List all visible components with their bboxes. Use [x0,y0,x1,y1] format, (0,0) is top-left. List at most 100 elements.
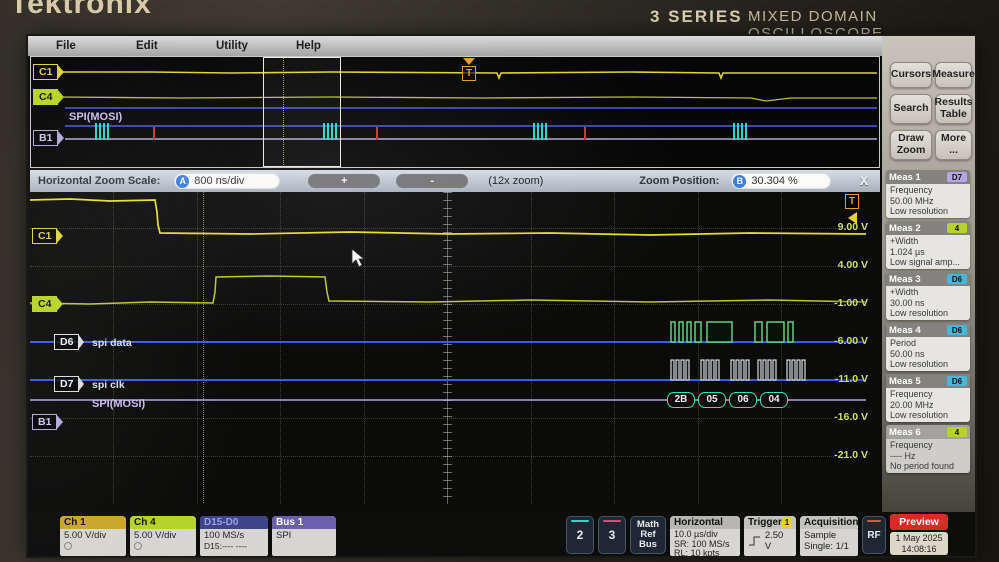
waveform-overview: C1 C4 SPI(MOSI) B1 T [30,56,880,168]
main-ch4-tag[interactable]: C4 [32,296,58,312]
meas-type: Frequency [890,440,933,450]
date-label: 1 May 2025 [895,533,943,543]
bus-decode-value: 06 [729,392,757,408]
trigger-source-chip: 1 [781,517,792,528]
meas-title: Meas 5 [889,375,921,387]
zoom-scale-label: Horizontal Zoom Scale: [38,175,161,187]
horizontal-badge[interactable]: Horizontal 10.0 µs/div SR: 100 MS/s RL: … [670,516,740,556]
overview-ch1-tag[interactable]: C1 [33,64,59,80]
meas-warning: Low resolution [890,308,949,318]
zoom-out-button[interactable]: - [396,174,469,188]
math-ref-bus-button[interactable]: Math Ref Bus [630,516,666,554]
meas-badge-1[interactable]: Meas 1 D7 Frequency 50.00 MHz Low resolu… [886,170,970,218]
menu-help[interactable]: Help [296,40,321,52]
voltage-label: -21.0 V [834,449,868,461]
digital-rate: 100 MS/s [204,530,245,541]
search-button[interactable]: Search [890,94,932,124]
zoom-window-box[interactable] [263,57,341,167]
draw-zoom-button[interactable]: Draw Zoom [890,130,932,160]
mouse-cursor-icon [351,248,366,268]
meas-badge-2[interactable]: Meas 2 4 +Width 1.024 µs Low signal amp.… [886,221,970,269]
meas-type: Frequency [890,389,933,399]
math-ref-bus-label: Math Ref Bus [636,519,660,550]
meas-badge-3[interactable]: Meas 3 D6 +Width 30.00 ns Low resolution [886,272,970,320]
meas-type: +Width [890,236,919,246]
ch2-color-indicator [571,520,589,522]
meas-warning: Low resolution [890,206,949,216]
rf-color-indicator [867,520,881,522]
trigger-flag-icon[interactable]: T [462,66,476,81]
zoomed-waveform-view: C1 C4 D6 spi data D7 spi clk SPI(MOSI) B… [30,192,882,504]
main-traces [30,198,867,401]
right-control-panel: Cursors Measure Search Results Table Dra… [882,36,975,512]
trigger-level-arrow-icon[interactable] [848,212,857,224]
ch4-scale: 5.00 V/div [134,530,177,541]
bus-decode-value: 05 [698,392,726,408]
main-d7-tag[interactable]: D7 [54,376,80,392]
meas-value: 30.00 ns [890,297,925,308]
acquisition-badge[interactable]: Acquisition Sample Single: 1/1 [800,516,858,556]
main-trigger-flag-icon[interactable]: T [845,194,859,209]
acquisition-mode: Sample [804,530,837,541]
meas-value: 50.00 ns [890,348,925,359]
digital-badge[interactable]: D15-D0 100 MS/s D15:---- ---- [200,516,268,556]
zoom-scale-value[interactable]: A 800 ns/div [174,173,281,189]
zoom-factor-label: (12x zoom) [488,175,544,187]
bus1-title: Bus 1 [272,516,336,529]
meas-source-chip: D7 [947,172,967,182]
bus-decode-value: 2B [667,392,695,408]
brand-logo: Tektronix [10,0,152,20]
main-ch1-tag[interactable]: C1 [32,228,58,244]
voltage-label: 4.00 V [837,259,868,271]
measure-button[interactable]: Measure [932,62,975,88]
meas-source-chip: D6 [947,274,967,284]
meas-value: 20.00 MHz [890,399,934,410]
preview-button[interactable]: Preview [890,514,948,530]
overview-ch4-tag[interactable]: C4 [33,89,59,105]
ch2-label: 2 [576,528,584,542]
center-axis-ticks [443,192,452,504]
ch1-badge[interactable]: Ch 1 5.00 V/div [60,516,126,556]
menu-edit[interactable]: Edit [136,40,158,52]
zoom-scale-text: 800 ns/div [194,175,245,187]
meas-badge-4[interactable]: Meas 4 D6 Period 50.00 ns Low resolution [886,323,970,371]
meas-value: 50.00 MHz [890,195,934,206]
menu-file[interactable]: File [56,40,76,52]
menu-bar: File Edit Utility Help [28,36,882,56]
overview-mark-line [283,57,284,167]
main-bus1-tag[interactable]: B1 [32,414,58,430]
horizontal-title: Horizontal [670,516,740,529]
meas-badge-5[interactable]: Meas 5 D6 Frequency 20.00 MHz Low resolu… [886,374,970,422]
meas-source-chip: D6 [947,376,967,386]
ch3-button[interactable]: 3 [598,516,626,554]
trigger-position-icon[interactable] [463,58,475,65]
cursors-button[interactable]: Cursors [890,62,932,88]
ch2-button[interactable]: 2 [566,516,594,554]
meas-source-chip: 4 [947,223,967,233]
zoom-in-button[interactable]: + [308,174,381,188]
results-table-button[interactable]: Results Table [935,94,972,124]
acquisition-single: Single: 1/1 [804,541,849,552]
meas-badge-6[interactable]: Meas 6 4 Frequency ---- Hz No period fou… [886,425,970,473]
overview-bus1-tag[interactable]: B1 [33,130,59,146]
close-icon[interactable]: X [859,174,868,188]
zoom-position-value[interactable]: B 30.304 % [731,173,832,189]
knob-b-icon: B [733,174,747,188]
meas-warning: No period found [890,461,955,471]
more-button[interactable]: More ... [935,130,972,160]
horizontal-zoom-toolbar: Horizontal Zoom Scale: A 800 ns/div + - … [30,170,880,192]
rf-button[interactable]: RF [862,516,886,554]
bus1-badge[interactable]: Bus 1 SPI [272,516,336,556]
voltage-label: 9.00 V [837,221,868,233]
voltage-label: -16.0 V [834,411,868,423]
trigger-badge[interactable]: Trigger 1 2.50 V [744,516,796,556]
ch4-badge[interactable]: Ch 4 5.00 V/div [130,516,196,556]
oscilloscope-screen: File Edit Utility Help Cursors Measure S… [28,36,975,556]
main-d6-tag[interactable]: D6 [54,334,80,350]
meas-title: Meas 1 [889,171,921,183]
datetime-display: 1 May 2025 14:08:16 [890,532,948,555]
meas-title: Meas 2 [889,222,921,234]
menu-utility[interactable]: Utility [216,40,248,52]
meas-source-chip: 4 [947,427,967,437]
ch3-label: 3 [608,528,616,542]
